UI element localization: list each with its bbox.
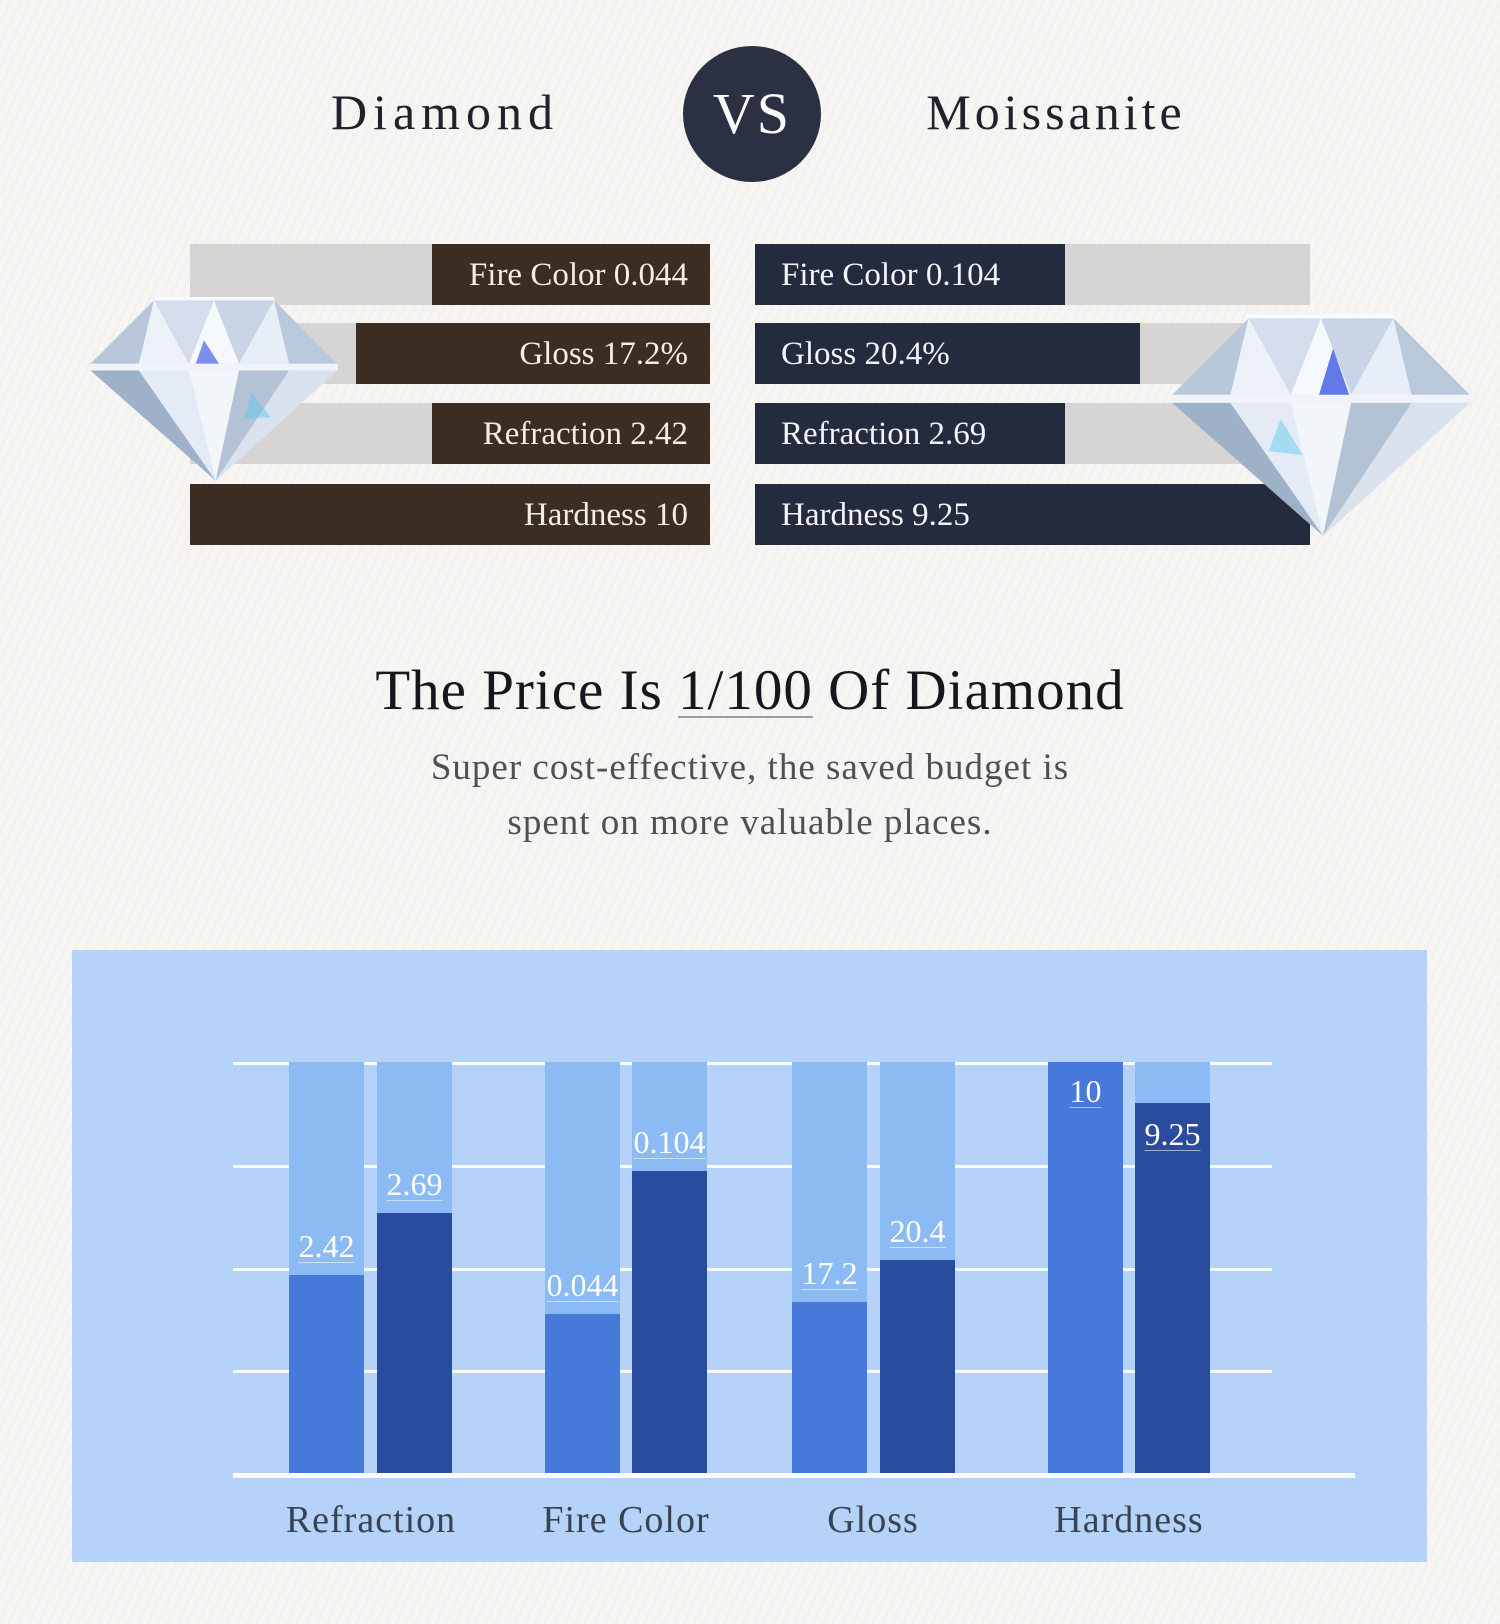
moissanite-row-hardness: Hardness 9.25 (755, 484, 1310, 545)
metric-value: 0.044 (613, 257, 688, 293)
moissanite-row-fire-color: Fire Color 0.104 (755, 244, 1310, 305)
gridline (233, 1165, 1272, 1168)
gridline (233, 1062, 1272, 1065)
metric-value: 17.2% (602, 336, 688, 372)
price-title: The Price Is 1/100 Of Diamond (0, 658, 1500, 723)
bar-fill (1135, 1103, 1210, 1473)
moissanite-bar-fire-color: Fire Color 0.104 (755, 244, 1065, 305)
bar-value-label: 10 (1069, 1073, 1102, 1109)
moissanite-row-gloss: Gloss 20.4% (755, 323, 1310, 384)
bar-fill (880, 1260, 955, 1473)
bar-value-label: 0.044 (546, 1267, 619, 1303)
metric-value: 9.25 (912, 497, 970, 533)
bar-value-label: 2.42 (298, 1228, 355, 1264)
chart-bar-hardness-diamond: 10 (1048, 1062, 1123, 1473)
category-label-refraction: Refraction (285, 1499, 457, 1541)
bar-value-label: 2.69 (386, 1166, 443, 1202)
metric-label: Refraction (482, 416, 622, 452)
metric-value: 10 (655, 497, 688, 533)
vs-badge: VS (683, 46, 821, 182)
metric-label: Gloss (781, 336, 857, 372)
header-diamond-label: Diamond (330, 84, 560, 140)
chart-bar-fire-color-moissanite: 0.104 (632, 1062, 707, 1473)
chart-bar-refraction-diamond: 2.42 (289, 1062, 364, 1473)
chart-bar-hardness-moissanite: 9.25 (1135, 1062, 1210, 1473)
bar-fill (545, 1314, 620, 1473)
vs-badge-label: VS (712, 81, 792, 146)
chart-bar-gloss-diamond: 17.2 (792, 1062, 867, 1473)
diamond-row-hardness: Hardness 10 (190, 484, 710, 545)
metric-label: Fire Color (468, 257, 606, 293)
metric-value: 0.104 (925, 257, 1001, 293)
chart-bar-fire-color-diamond: 0.044 (545, 1062, 620, 1473)
diamond-bar-fire-color: Fire Color 0.044 (432, 244, 710, 305)
chart-bar-refraction-moissanite: 2.69 (377, 1062, 452, 1473)
moissanite-bar-refraction: Refraction 2.69 (755, 403, 1065, 464)
moissanite-bar-gloss: Gloss 20.4% (755, 323, 1140, 384)
category-label-hardness: Hardness (1054, 1499, 1204, 1541)
metric-label: Gloss (519, 336, 595, 372)
metric-label: Hardness (523, 497, 647, 533)
gridline (233, 1268, 1272, 1271)
price-title-suffix: Of Diamond (812, 659, 1125, 722)
price-title-fraction: 1/100 (678, 659, 813, 722)
moissanite-row-refraction: Refraction 2.69 (755, 403, 1310, 464)
metric-value: 2.42 (630, 416, 688, 452)
bar-fill (632, 1171, 707, 1473)
comparison-chart: 2.42 2.69 0.044 0.104 17.2 20.4 (72, 950, 1427, 1562)
x-axis-line (233, 1473, 1355, 1478)
category-label-gloss: Gloss (827, 1499, 919, 1541)
bar-fill (1048, 1062, 1123, 1473)
metric-value: 2.69 (928, 416, 987, 452)
metric-label: Fire Color (781, 257, 918, 293)
price-subtitle-line2: spent on more valuable places. (507, 802, 993, 843)
bar-fill (792, 1302, 867, 1473)
header-moissanite-label: Moissanite (926, 84, 1186, 140)
diamond-row-gloss: Gloss 17.2% (190, 323, 710, 384)
category-label-fire-color: Fire Color (542, 1499, 710, 1541)
diamond-row-fire-color: Fire Color 0.044 (190, 244, 710, 305)
bar-value-label: 20.4 (889, 1213, 946, 1249)
metric-label: Refraction (781, 416, 921, 452)
diamond-bar-hardness: Hardness 10 (190, 484, 710, 545)
diamond-row-refraction: Refraction 2.42 (190, 403, 710, 464)
metric-label: Hardness (781, 497, 904, 533)
gridline (233, 1370, 1272, 1373)
chart-bar-gloss-moissanite: 20.4 (880, 1062, 955, 1473)
bar-fill (289, 1275, 364, 1473)
bar-value-label: 17.2 (801, 1255, 858, 1291)
diamond-bar-gloss: Gloss 17.2% (356, 323, 710, 384)
moissanite-bar-hardness: Hardness 9.25 (755, 484, 1310, 545)
bar-value-label: 0.104 (633, 1124, 706, 1160)
metric-value: 20.4% (864, 336, 950, 372)
bar-fill (377, 1213, 452, 1473)
price-subtitle-line1: Super cost-effective, the saved budget i… (430, 747, 1070, 788)
diamond-bar-refraction: Refraction 2.42 (432, 403, 710, 464)
bar-value-label: 9.25 (1144, 1116, 1201, 1152)
price-title-prefix: The Price Is (375, 659, 679, 722)
